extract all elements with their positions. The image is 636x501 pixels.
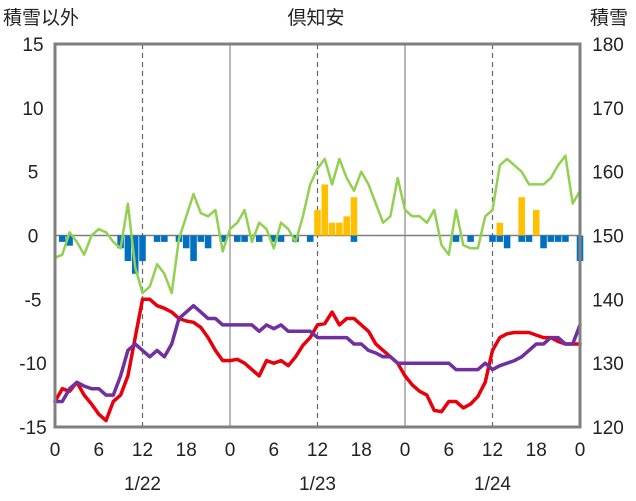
right-tick-label: 120 bbox=[592, 418, 624, 439]
negative-bar bbox=[139, 235, 146, 262]
x-tick-labels: 0 6 12 18 0 6 12 18 0 6 12 18 0 bbox=[50, 440, 586, 461]
negative-bar bbox=[518, 235, 525, 242]
positive-bar bbox=[496, 222, 504, 236]
left-tick-label: 0 bbox=[28, 227, 39, 248]
chart-title: 倶知安 bbox=[287, 7, 344, 29]
negative-bar bbox=[277, 235, 285, 242]
x-tick-label: 12 bbox=[482, 440, 503, 461]
positive-bar bbox=[350, 197, 358, 236]
x-tick-label: 18 bbox=[526, 440, 547, 461]
date-label: 1/22 bbox=[124, 474, 161, 495]
right-tick-label: 160 bbox=[592, 163, 624, 184]
negative-bar bbox=[270, 235, 278, 242]
negative-bar bbox=[131, 235, 139, 274]
negative-bar bbox=[503, 235, 511, 249]
left-tick-label: 15 bbox=[22, 35, 43, 56]
positive-bar bbox=[321, 184, 329, 236]
x-tick-label: 18 bbox=[351, 440, 372, 461]
negative-bar bbox=[153, 235, 161, 242]
negative-bar bbox=[241, 235, 248, 242]
plot-frame bbox=[53, 42, 582, 429]
positive-bar bbox=[314, 209, 321, 236]
negative-bar bbox=[59, 235, 66, 242]
negative-bar bbox=[489, 235, 496, 242]
left-tick-labels: 15 10 5 0 -5 -10 -15 bbox=[19, 35, 46, 439]
negative-bar bbox=[255, 235, 263, 242]
left-tick-label: 10 bbox=[22, 99, 43, 120]
x-tick-label: 0 bbox=[400, 440, 411, 461]
positive-bar bbox=[532, 209, 540, 236]
negative-bar bbox=[452, 235, 460, 242]
right-axis-label: 積雪 bbox=[590, 7, 628, 29]
negative-bar bbox=[540, 235, 547, 249]
date-label: 1/24 bbox=[474, 474, 511, 495]
right-tick-label: 130 bbox=[592, 354, 624, 375]
right-tick-label: 170 bbox=[592, 99, 624, 120]
positive-bar bbox=[343, 216, 350, 236]
x-tick-label: 6 bbox=[443, 440, 454, 461]
x-tick-label: 12 bbox=[132, 440, 153, 461]
negative-bar bbox=[197, 235, 205, 242]
negative-bar bbox=[66, 235, 73, 246]
negative-bar bbox=[562, 235, 569, 242]
x-tick-label: 6 bbox=[268, 440, 279, 461]
negative-bar bbox=[182, 235, 190, 249]
right-tick-labels: 180 170 160 150 140 130 120 bbox=[592, 35, 624, 439]
x-tick-label: 12 bbox=[307, 440, 328, 461]
negative-bar bbox=[190, 235, 197, 262]
left-tick-label: -10 bbox=[19, 354, 46, 375]
left-tick-label: -5 bbox=[25, 290, 42, 311]
x-tick-label: 18 bbox=[176, 440, 197, 461]
right-tick-label: 150 bbox=[592, 227, 624, 248]
date-label: 1/23 bbox=[299, 474, 336, 495]
purple-series-line bbox=[53, 303, 582, 404]
negative-bar bbox=[161, 235, 168, 242]
negative-bar bbox=[350, 235, 358, 242]
positive-bar bbox=[328, 222, 336, 236]
negative-bar bbox=[219, 235, 226, 242]
negative-bar bbox=[124, 235, 132, 262]
right-tick-label: 140 bbox=[592, 290, 624, 311]
negative-bar bbox=[496, 235, 504, 242]
negative-bar bbox=[234, 235, 241, 242]
temperature-line bbox=[53, 297, 582, 423]
bars-group bbox=[59, 184, 584, 274]
x-tick-label: 0 bbox=[225, 440, 236, 461]
positive-bar bbox=[518, 197, 525, 236]
snow-depth-line bbox=[53, 154, 582, 295]
x-tick-label: 6 bbox=[93, 440, 104, 461]
negative-bar bbox=[547, 235, 555, 242]
date-labels: 1/22 1/23 1/24 bbox=[124, 474, 511, 495]
right-tick-label: 180 bbox=[592, 35, 624, 56]
left-tick-label: -15 bbox=[19, 418, 46, 439]
left-axis-label: 積雪以外 bbox=[3, 7, 79, 29]
left-tick-label: 5 bbox=[28, 163, 39, 184]
negative-bar bbox=[525, 235, 533, 242]
negative-bar bbox=[204, 235, 212, 249]
negative-bar bbox=[554, 235, 562, 242]
x-tick-label: 0 bbox=[575, 440, 586, 461]
x-tick-label: 0 bbox=[50, 440, 61, 461]
negative-bar bbox=[467, 235, 474, 242]
positive-bar bbox=[336, 222, 343, 236]
series-lines bbox=[53, 154, 582, 423]
negative-bar bbox=[306, 235, 314, 242]
